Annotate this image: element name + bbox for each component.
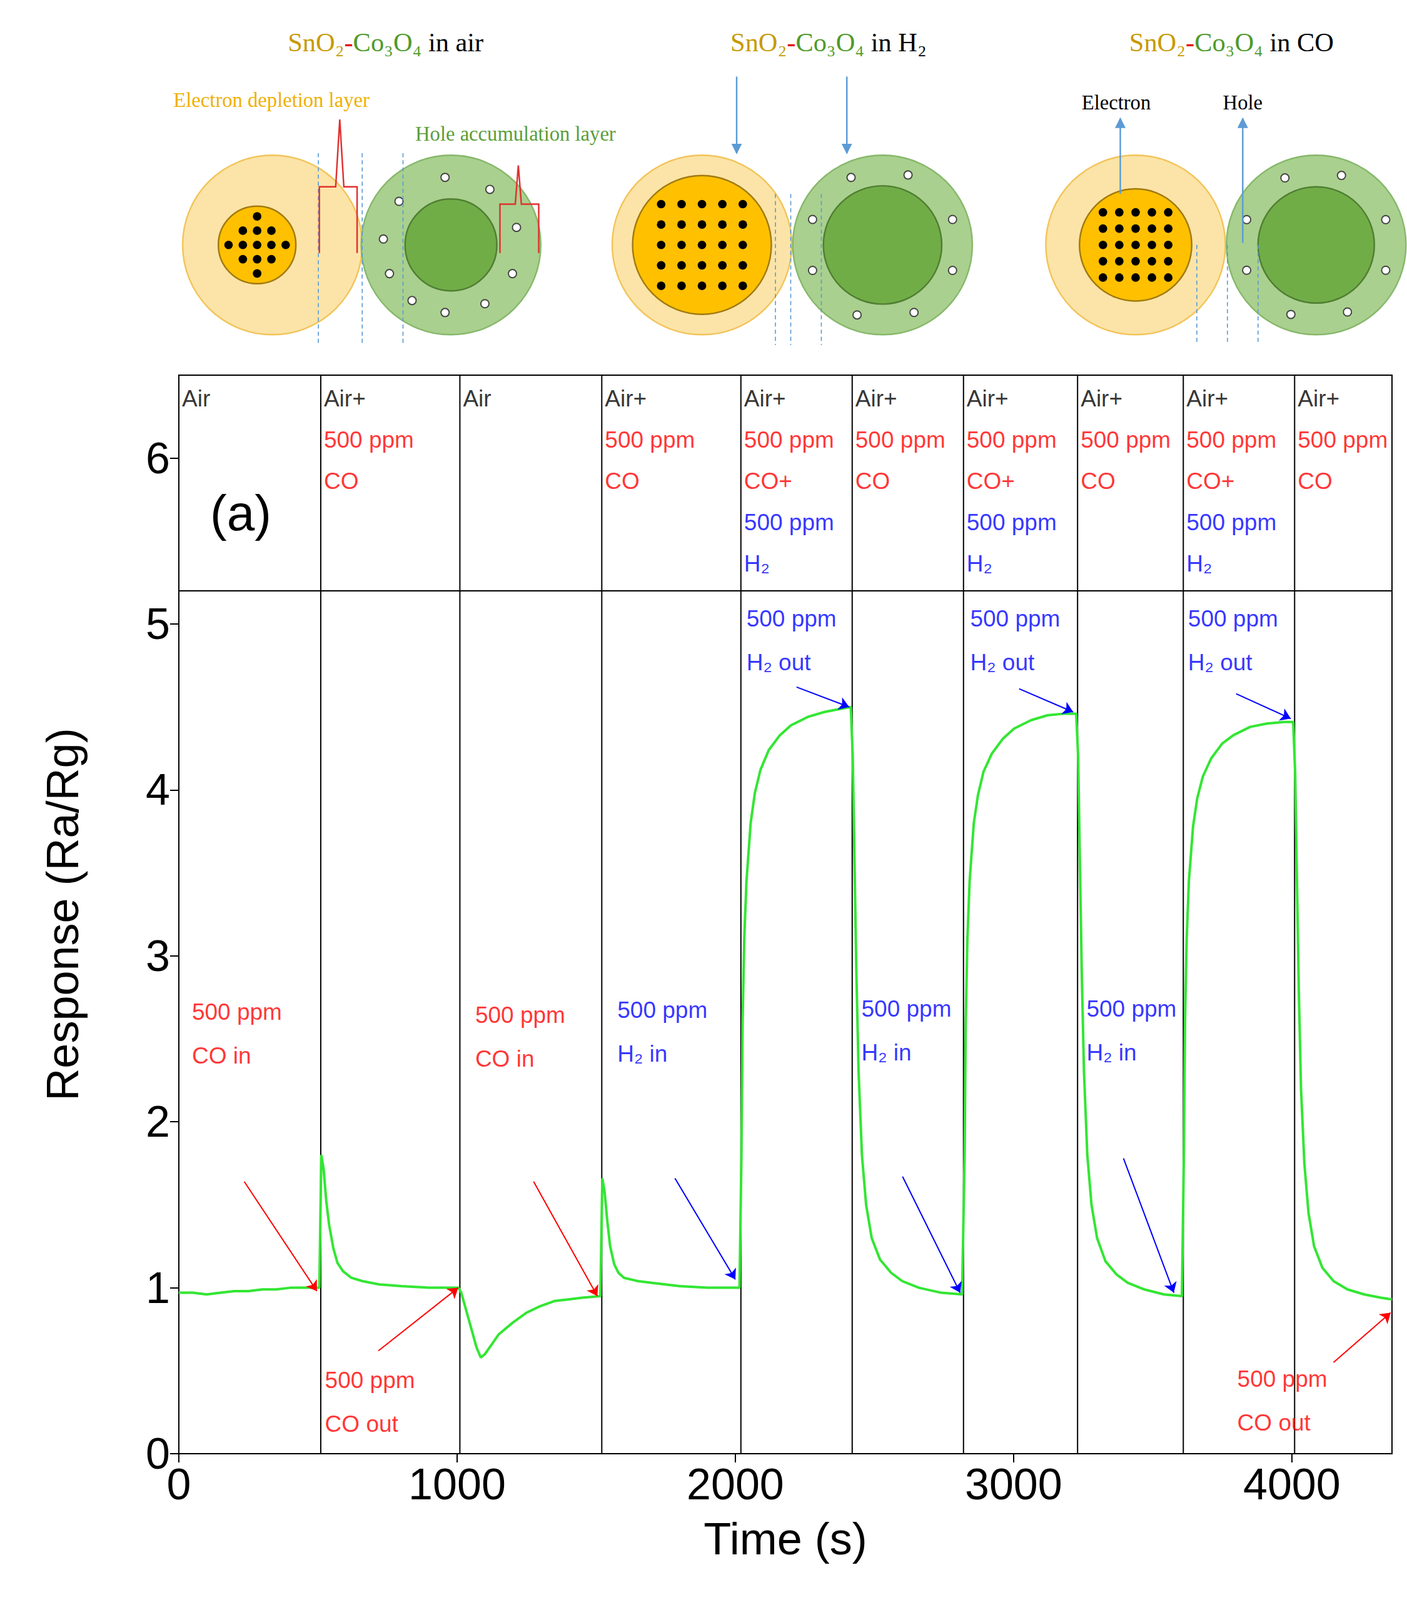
- svg-text:2: 2: [145, 1097, 171, 1147]
- svg-text:500 ppm: 500 ppm: [191, 999, 283, 1025]
- svg-text:H₂: H₂: [966, 550, 993, 577]
- svg-text:(a): (a): [210, 485, 272, 541]
- svg-text:CO in: CO in: [191, 1043, 252, 1069]
- svg-text:CO+: CO+: [744, 468, 793, 495]
- svg-text:500 ppm: 500 ppm: [1297, 427, 1388, 453]
- svg-text:0: 0: [166, 1460, 192, 1509]
- svg-text:CO: CO: [855, 468, 891, 495]
- svg-text:500 ppm: 500 ppm: [604, 427, 695, 453]
- svg-text:3000: 3000: [964, 1460, 1063, 1509]
- svg-text:500 ppm: 500 ppm: [617, 997, 708, 1024]
- svg-text:5: 5: [145, 599, 171, 649]
- svg-text:500 ppm: 500 ppm: [855, 427, 946, 453]
- svg-text:Air+: Air+: [323, 385, 366, 412]
- svg-text:Air+: Air+: [1186, 385, 1229, 412]
- svg-text:SnO₂-Co₃O₄ in CO: SnO₂-Co₃O₄ in CO: [1129, 27, 1334, 57]
- svg-text:500 ppm: 500 ppm: [746, 605, 837, 632]
- svg-text:500 ppm: 500 ppm: [1237, 1366, 1328, 1392]
- svg-text:CO: CO: [323, 468, 359, 495]
- svg-text:Time (s): Time (s): [703, 1513, 867, 1564]
- svg-text:Air+: Air+: [855, 385, 898, 412]
- svg-text:CO in: CO in: [475, 1046, 535, 1072]
- svg-text:1: 1: [145, 1263, 171, 1313]
- svg-text:H₂: H₂: [1186, 550, 1212, 577]
- svg-text:H₂ out: H₂ out: [969, 649, 1035, 676]
- svg-text:Air+: Air+: [744, 385, 787, 412]
- svg-text:Hole: Hole: [1223, 91, 1263, 114]
- svg-text:500 ppm: 500 ppm: [475, 1002, 566, 1029]
- svg-text:CO: CO: [1297, 468, 1333, 495]
- svg-text:6: 6: [145, 433, 171, 483]
- svg-text:Air: Air: [181, 385, 211, 412]
- svg-text:CO+: CO+: [966, 468, 1015, 495]
- svg-text:Hole accumulation layer: Hole accumulation layer: [415, 122, 616, 146]
- svg-text:500 ppm: 500 ppm: [969, 605, 1060, 632]
- svg-text:500 ppm: 500 ppm: [325, 1367, 416, 1394]
- svg-text:Electron: Electron: [1081, 91, 1152, 114]
- svg-text:3: 3: [145, 931, 171, 981]
- svg-text:0: 0: [145, 1429, 171, 1479]
- svg-text:500 ppm: 500 ppm: [1186, 427, 1277, 453]
- svg-text:500 ppm: 500 ppm: [744, 509, 835, 536]
- svg-text:500 ppm: 500 ppm: [966, 427, 1057, 453]
- svg-text:500 ppm: 500 ppm: [744, 427, 835, 453]
- svg-text:500 ppm: 500 ppm: [1186, 509, 1277, 536]
- svg-text:500 ppm: 500 ppm: [861, 996, 952, 1022]
- svg-text:Air: Air: [462, 385, 491, 412]
- svg-text:CO: CO: [604, 468, 640, 495]
- svg-text:H₂ in: H₂ in: [861, 1039, 912, 1066]
- svg-text:500 ppm: 500 ppm: [1086, 996, 1177, 1022]
- svg-text:500 ppm: 500 ppm: [323, 427, 414, 453]
- svg-text:H₂ in: H₂ in: [617, 1041, 668, 1067]
- svg-text:2000: 2000: [686, 1460, 785, 1509]
- svg-text:Air+: Air+: [966, 385, 1009, 412]
- svg-text:Electron depletion layer: Electron depletion layer: [173, 88, 370, 112]
- svg-text:Air+: Air+: [1080, 385, 1123, 412]
- svg-text:CO out: CO out: [1237, 1410, 1312, 1436]
- svg-text:H₂ out: H₂ out: [1188, 649, 1254, 676]
- svg-text:Response (Ra/Rg): Response (Ra/Rg): [37, 727, 88, 1101]
- svg-text:500 ppm: 500 ppm: [966, 509, 1057, 536]
- svg-text:H₂ in: H₂ in: [1086, 1039, 1137, 1066]
- svg-text:SnO₂-Co₃O₄ in air: SnO₂-Co₃O₄ in air: [287, 27, 484, 57]
- svg-text:CO out: CO out: [325, 1411, 399, 1438]
- svg-text:Air+: Air+: [604, 385, 647, 412]
- svg-text:SnO₂-Co₃O₄ in H₂: SnO₂-Co₃O₄ in H₂: [730, 27, 927, 57]
- svg-text:4: 4: [145, 765, 171, 815]
- svg-text:H₂ out: H₂ out: [746, 649, 812, 676]
- svg-text:500 ppm: 500 ppm: [1080, 427, 1171, 453]
- svg-text:1000: 1000: [408, 1460, 506, 1509]
- svg-text:500 ppm: 500 ppm: [1188, 605, 1279, 632]
- svg-text:CO+: CO+: [1186, 468, 1235, 495]
- svg-text:CO: CO: [1080, 468, 1116, 495]
- svg-text:4000: 4000: [1243, 1460, 1341, 1509]
- svg-text:H₂: H₂: [744, 550, 770, 577]
- svg-text:Air+: Air+: [1297, 385, 1340, 412]
